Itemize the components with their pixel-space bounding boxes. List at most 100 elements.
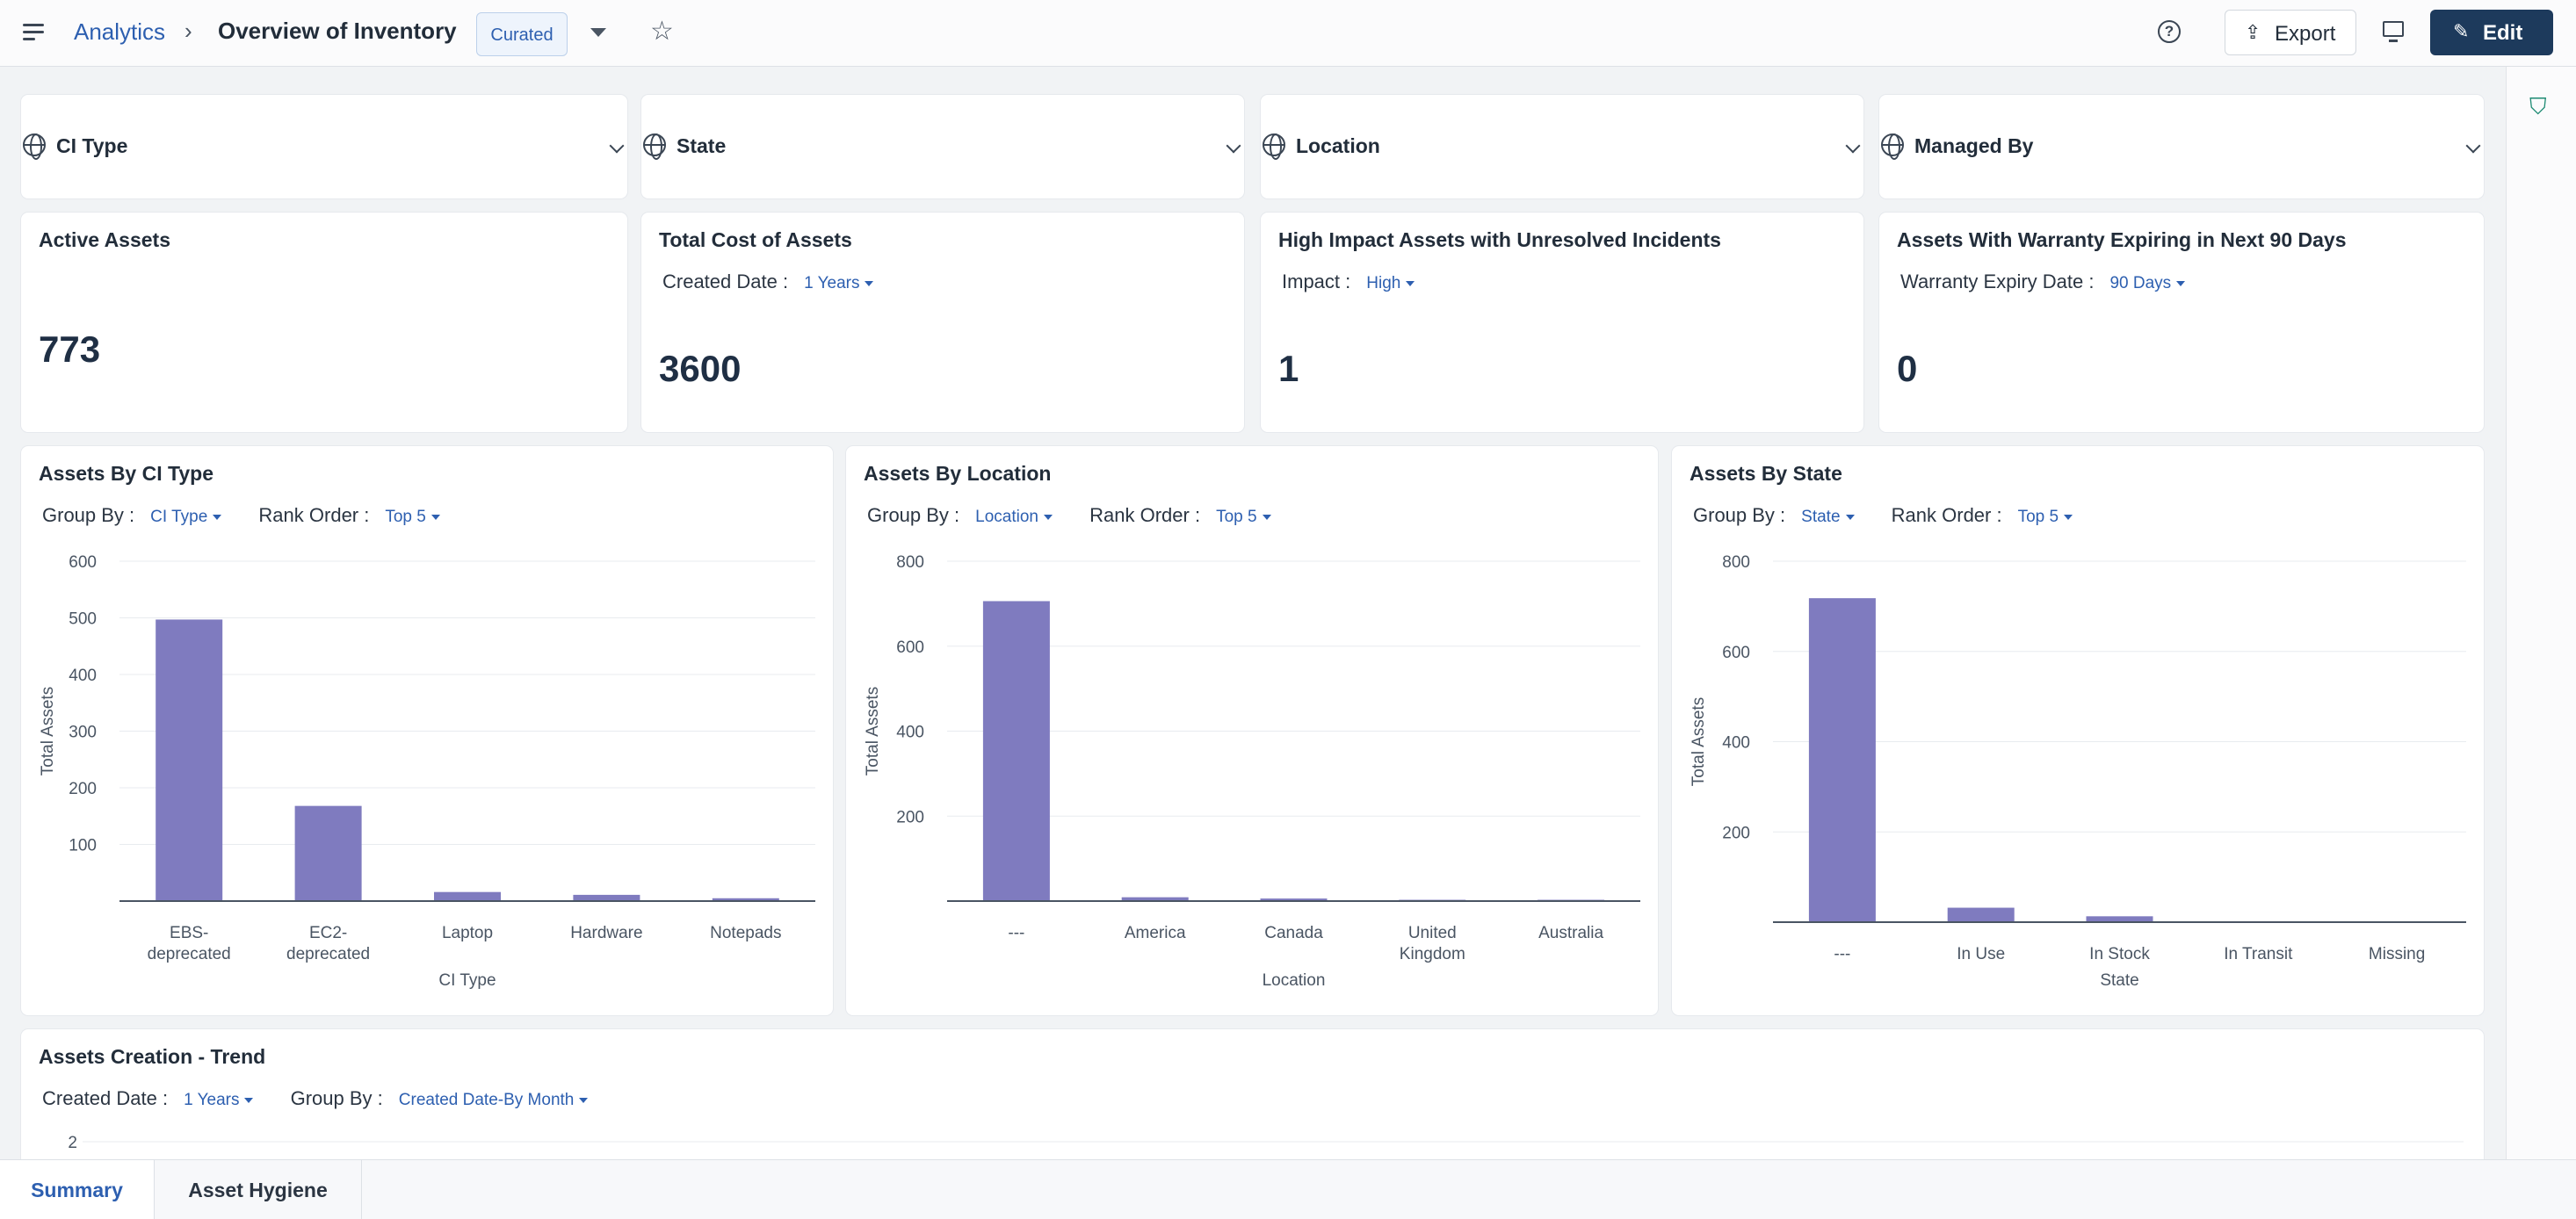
rank-order-label: Rank Order : bbox=[1891, 504, 2002, 526]
curated-badge: Curated bbox=[476, 12, 568, 56]
tab-asset-hygiene[interactable]: Asset Hygiene bbox=[155, 1160, 362, 1219]
y-tick-label: 2 bbox=[68, 1134, 77, 1152]
group-by-label: Group By : bbox=[867, 504, 960, 526]
bar bbox=[573, 894, 640, 901]
widget-title: Assets Creation - Trend bbox=[39, 1045, 266, 1068]
kpi-value: 1 bbox=[1278, 348, 1299, 389]
param-label: Warranty Expiry Date : bbox=[1900, 270, 2095, 292]
rank-order-dropdown[interactable]: Top 5 bbox=[385, 508, 439, 526]
bar bbox=[1808, 598, 1876, 922]
group-by-dropdown[interactable]: Created Date-By Month bbox=[399, 1091, 589, 1109]
presentation-monitor-icon[interactable] bbox=[2383, 21, 2404, 42]
y-tick-label: 800 bbox=[896, 553, 924, 572]
created-date-dropdown[interactable]: 1 Years bbox=[184, 1091, 253, 1109]
group-by-label: Group By : bbox=[290, 1087, 383, 1109]
kpi-value: 0 bbox=[1897, 348, 1918, 389]
y-axis-label: Total Assets bbox=[1690, 697, 1708, 786]
widget-title: Assets By CI Type bbox=[39, 462, 213, 485]
kpi-active-assets: Active Assets 773 bbox=[21, 213, 627, 432]
bar bbox=[1947, 907, 2015, 922]
kpi-title: Total Cost of Assets bbox=[659, 228, 852, 251]
rank-order-label: Rank Order : bbox=[258, 504, 370, 526]
x-tick-label: Missing bbox=[2369, 945, 2425, 963]
export-button[interactable]: ⇪ Export bbox=[2225, 10, 2356, 55]
y-tick-label: 800 bbox=[1722, 553, 1750, 572]
bar-chart-ci-type: 100 200 300 400 500 600 EBS-deprecated EC2-depr… bbox=[39, 553, 815, 990]
widget-params: Group By : State Rank Order : Top 5 bbox=[1693, 504, 2073, 527]
group-by-dropdown[interactable]: Location bbox=[975, 508, 1053, 526]
globe-icon bbox=[1881, 133, 1904, 160]
x-tick-label: In Transit bbox=[2224, 945, 2293, 963]
y-axis-label: Total Assets bbox=[39, 687, 57, 775]
upload-icon: ⇪ bbox=[2245, 21, 2261, 43]
bar bbox=[294, 805, 362, 901]
rank-order-dropdown[interactable]: Top 5 bbox=[1216, 508, 1270, 526]
kpi-title: High Impact Assets with Unresolved Incid… bbox=[1278, 228, 1721, 251]
pencil-icon: ✎ bbox=[2453, 20, 2470, 42]
x-tick-label: Laptop bbox=[442, 924, 493, 942]
rank-order-label: Rank Order : bbox=[1089, 504, 1201, 526]
dashboard-dropdown-caret-icon[interactable] bbox=[590, 28, 606, 37]
filter-label: Location bbox=[1296, 134, 1380, 157]
edit-button[interactable]: ✎ Edit bbox=[2430, 10, 2553, 55]
y-tick-label: 400 bbox=[1722, 734, 1750, 753]
warranty-expiry-dropdown[interactable]: 90 Days bbox=[2109, 274, 2185, 292]
edit-button-label: Edit bbox=[2483, 21, 2523, 45]
filter-ci-type[interactable]: CI Type bbox=[21, 95, 627, 198]
kpi-warranty-expiring: Assets With Warranty Expiring in Next 90… bbox=[1879, 213, 2484, 432]
kpi-param: Warranty Expiry Date : 90 Days bbox=[1900, 270, 2185, 293]
created-date-dropdown[interactable]: 1 Years bbox=[804, 274, 873, 292]
filter-label: CI Type bbox=[56, 134, 128, 157]
y-tick-label: 600 bbox=[896, 638, 924, 657]
y-axis-label: Total Assets bbox=[864, 687, 882, 775]
x-axis-label: State bbox=[2100, 971, 2138, 990]
tab-summary[interactable]: Summary bbox=[0, 1160, 155, 1219]
x-tick-label: Australia bbox=[1538, 924, 1603, 942]
x-tick-label: In Stock bbox=[2089, 945, 2150, 963]
bar bbox=[1121, 897, 1189, 901]
group-by-dropdown[interactable]: CI Type bbox=[150, 508, 221, 526]
bottom-tab-bar: Summary Asset Hygiene bbox=[0, 1159, 2576, 1219]
y-tick-label: 400 bbox=[69, 667, 97, 685]
chevron-down-icon bbox=[1845, 138, 1861, 154]
line-chart-trend: 2 bbox=[68, 1134, 2464, 1152]
filter-location[interactable]: Location bbox=[1261, 95, 1863, 198]
widget-assets-by-location: Assets By Location Group By : Location Ra… bbox=[846, 446, 1658, 1015]
filter-label: Managed By bbox=[1914, 134, 2034, 157]
filter-state[interactable]: State bbox=[641, 95, 1244, 198]
y-tick-label: 600 bbox=[1722, 644, 1750, 662]
widget-assets-creation-trend: Assets Creation - Trend Created Date : 1 … bbox=[21, 1029, 2484, 1179]
menu-icon[interactable] bbox=[23, 24, 44, 41]
group-by-dropdown[interactable]: State bbox=[1801, 508, 1854, 526]
bar bbox=[434, 891, 501, 901]
rank-order-dropdown[interactable]: Top 5 bbox=[2018, 508, 2073, 526]
x-tick-label: In Use bbox=[1957, 945, 2005, 963]
y-tick-label: 500 bbox=[69, 610, 97, 629]
kpi-high-impact: High Impact Assets with Unresolved Incid… bbox=[1261, 213, 1863, 432]
impact-dropdown[interactable]: High bbox=[1366, 274, 1415, 292]
bar bbox=[1260, 898, 1328, 901]
right-rail: ⛉ bbox=[2506, 67, 2576, 1219]
globe-icon bbox=[643, 133, 666, 160]
bar-chart-state: 200 400 600 800 --- In Use In Stock In Transit M… bbox=[1690, 553, 2466, 990]
y-tick-label: 600 bbox=[69, 553, 97, 572]
globe-icon bbox=[1263, 133, 1285, 160]
help-icon[interactable]: ? bbox=[2158, 20, 2181, 43]
breadcrumb-analytics[interactable]: Analytics bbox=[74, 18, 166, 45]
y-tick-label: 200 bbox=[1722, 824, 1750, 842]
kpi-total-cost: Total Cost of Assets Created Date : 1 Yea… bbox=[641, 213, 1244, 432]
x-tick-label: --- bbox=[1834, 945, 1850, 963]
x-tick-label: --- bbox=[1008, 924, 1024, 942]
y-tick-label: 200 bbox=[69, 780, 97, 798]
x-tick-label: America bbox=[1125, 924, 1186, 942]
widget-title: Assets By State bbox=[1690, 462, 1842, 485]
chevron-down-icon bbox=[609, 138, 625, 154]
favorite-star-icon[interactable]: ☆ bbox=[650, 17, 674, 46]
kpi-param: Created Date : 1 Years bbox=[662, 270, 873, 293]
widget-assets-by-ci-type: Assets By CI Type Group By : CI Type Rank… bbox=[21, 446, 833, 1015]
bar bbox=[2086, 916, 2153, 922]
filter-managed-by[interactable]: Managed By bbox=[1879, 95, 2484, 198]
x-tick-label: Notepads bbox=[710, 924, 781, 942]
filter-icon[interactable]: ⛉ bbox=[2529, 93, 2547, 119]
x-axis-label: Location bbox=[1263, 971, 1326, 990]
